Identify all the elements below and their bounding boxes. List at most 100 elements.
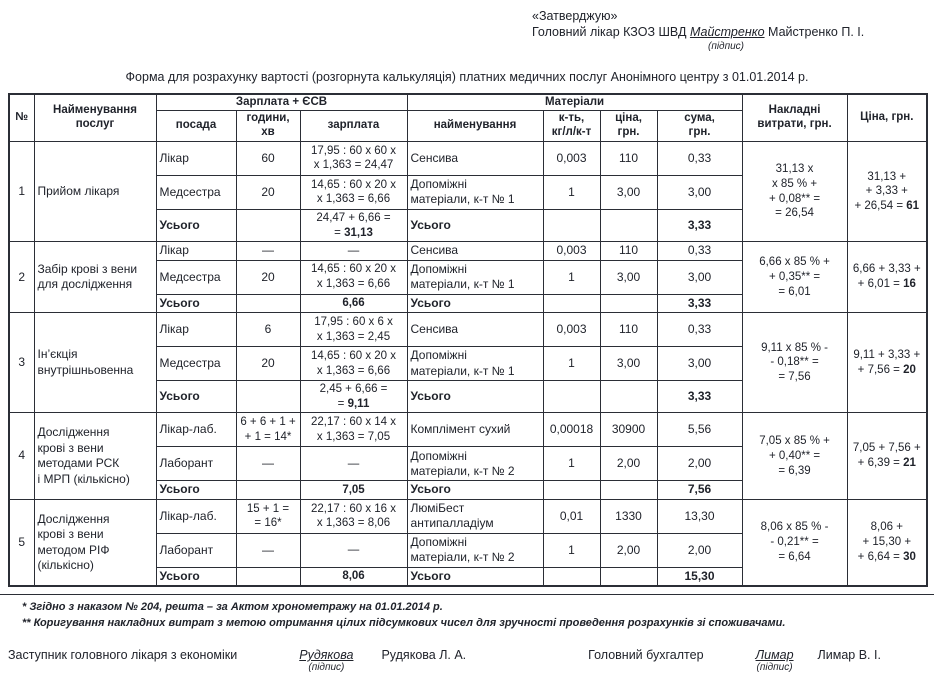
material-cell: Сенсива	[406, 140, 544, 176]
price-cell: 2,00	[599, 446, 658, 482]
total-label: Усього	[155, 380, 237, 414]
col-header-materials-group: Матеріали	[406, 92, 743, 112]
table-total-row: Усього 8,06 Усього 15,30	[9, 566, 927, 587]
material-cell: Допоміжні матеріали, к-т № 1	[406, 259, 544, 295]
service-name: Дослідження крові з вени методом РІФ (кі…	[33, 498, 157, 587]
salary-total-value: 6,66	[342, 297, 365, 309]
accountant-signature-caption: (підпис)	[756, 662, 793, 674]
approval-signature: Майстренко	[689, 25, 765, 40]
sum-total-value: 3,33	[656, 380, 743, 414]
service-number: 5	[8, 498, 35, 587]
col-header-service: Найменування послуг	[33, 93, 157, 142]
salary-total-value: 8,06	[342, 570, 365, 583]
qty-cell: 1	[542, 174, 601, 210]
hours-cell: 20	[235, 259, 301, 295]
hours-cell	[235, 293, 301, 314]
final-price-cell: 7,05 + 7,56 + + 6,39 = 21	[846, 412, 928, 500]
final-price-formula: 9,11 + 3,33 + + 7,56 =	[853, 349, 921, 376]
table-row: 2 Забір крові з вени для дослідження Лік…	[8, 241, 928, 314]
qty-cell	[542, 208, 601, 243]
salary-total-formula: 24,47 + 6,66 = =	[316, 211, 391, 239]
col-header-salary: зарплата	[299, 110, 408, 142]
overhead-cell: 31,13 х х 85 % + + 0,08** = = 26,54	[741, 140, 848, 243]
final-price-formula: 6,66 + 3,33 + + 6,01 =	[852, 263, 921, 291]
table-total-row: Усього 2,45 + 6,66 = = 9,11 Усього 3,33	[9, 380, 927, 414]
final-price-formula: 31,13 + + 3,33 + + 26,54 =	[854, 170, 908, 212]
price-cell: 3,00	[599, 259, 658, 295]
hours-cell: —	[235, 532, 301, 568]
sum-cell: 3,00	[656, 259, 743, 295]
price-cell	[599, 480, 658, 500]
sum-cell: 2,00	[656, 532, 743, 568]
final-price-value: 21	[903, 457, 916, 470]
qty-cell	[542, 566, 601, 587]
footnote-1: * Згідно з наказом № 204, решта – за Акт…	[22, 601, 443, 614]
material-cell: Допоміжні матеріали, к-т № 1	[406, 346, 544, 382]
salary-cell: —	[299, 532, 408, 568]
header-group-row: № Найменування послуг Зарплата + ЄСВ Мат…	[8, 92, 928, 142]
position-cell: Лікар	[155, 241, 237, 261]
sum-cell: 3,00	[656, 174, 743, 210]
price-cell	[599, 380, 658, 414]
col-header-position: посада	[155, 110, 237, 142]
material-cell: Допоміжні матеріали, к-т № 1	[406, 174, 544, 210]
col-header-price: ціна, грн.	[599, 110, 658, 142]
table-row: 1 Прийом лікаря Лікар 60 17,95 : 60 х 60…	[8, 140, 928, 243]
price-cell: 2,00	[599, 532, 658, 568]
total-label: Усього	[155, 208, 237, 243]
final-price-cell: 9,11 + 3,33 + + 7,56 = 20	[846, 312, 928, 414]
footnote-divider	[0, 594, 934, 596]
qty-cell: 1	[542, 532, 601, 568]
accountant-name: Лимар В. І.	[817, 648, 881, 663]
service-number: 4	[8, 412, 35, 500]
hours-cell: 60	[235, 140, 301, 176]
qty-cell: 0,01	[542, 498, 601, 534]
hours-cell	[235, 380, 301, 414]
hours-cell: 6	[235, 312, 301, 348]
approver-name: Майстренко П. І.	[768, 25, 865, 40]
salary-cell: 17,95 : 60 х 6 х х 1,363 = 2,45	[299, 312, 408, 348]
approval-prefix: Головний лікар КЗОЗ ШВД	[532, 25, 687, 40]
sum-cell: 0,33	[656, 241, 743, 261]
calculation-table: № Найменування послуг Зарплата + ЄСВ Мат…	[8, 92, 929, 588]
salary-cell: —	[299, 446, 408, 482]
col-header-overhead: Накладні витрати, грн.	[741, 93, 848, 142]
salary-total-formula: 2,45 + 6,66 = =	[319, 383, 388, 410]
salary-total-cell: 7,05	[299, 480, 408, 500]
final-price-value: 16	[903, 278, 916, 291]
approval-block: «Затверджую» Головний лікар КЗОЗ ШВД Май…	[532, 8, 926, 53]
qty-cell: 0,003	[542, 241, 601, 261]
accountant-signature: Лимар	[755, 648, 794, 663]
material-total-label: Усього	[406, 480, 544, 500]
hours-cell: —	[235, 241, 301, 261]
total-label: Усього	[155, 566, 237, 587]
hours-cell: 20	[235, 174, 301, 210]
hours-cell	[235, 208, 301, 243]
hours-cell	[235, 480, 301, 500]
sum-cell: 0,33	[656, 312, 743, 348]
approval-stamp: «Затверджую»	[532, 9, 618, 23]
final-price-value: 61	[906, 199, 920, 212]
material-total-label: Усього	[406, 208, 544, 243]
salary-total-value: 9,11	[347, 397, 370, 410]
table-row: 4 Дослідження крові з вени методами РСК …	[8, 412, 928, 500]
deputy-signature-caption: (підпис)	[308, 662, 345, 674]
hours-cell: 20	[235, 346, 301, 382]
final-price-cell: 8,06 + + 15,30 + + 6,64 = 30	[846, 498, 928, 587]
position-cell: Медсестра	[155, 259, 237, 295]
deputy-title: Заступник головного лікаря з економіки	[8, 648, 238, 663]
header-sub-row: посада години, хв зарплата найменування …	[9, 110, 927, 142]
total-label: Усього	[155, 293, 237, 314]
salary-total-cell: 2,45 + 6,66 = = 9,11	[299, 380, 408, 414]
overhead-cell: 9,11 х 85 % - - 0,18** = = 7,56	[741, 312, 848, 414]
hours-cell: 6 + 6 + 1 + + 1 = 14*	[235, 412, 301, 448]
overhead-cell: 6,66 х 85 % + + 0,35** = = 6,01	[741, 241, 848, 314]
salary-total-cell: 24,47 + 6,66 = = 31,13	[299, 208, 408, 243]
position-cell: Медсестра	[155, 174, 237, 210]
price-cell	[599, 566, 658, 587]
material-cell: ЛюміБест антипалладіум	[406, 498, 544, 534]
table-row: Медсестра 20 14,65 : 60 х 20 х х 1,363 =…	[9, 174, 927, 210]
qty-cell: 0,00018	[542, 412, 601, 448]
salary-cell: 14,65 : 60 х 20 х х 1,363 = 6,66	[299, 346, 408, 382]
material-total-label: Усього	[406, 566, 544, 587]
